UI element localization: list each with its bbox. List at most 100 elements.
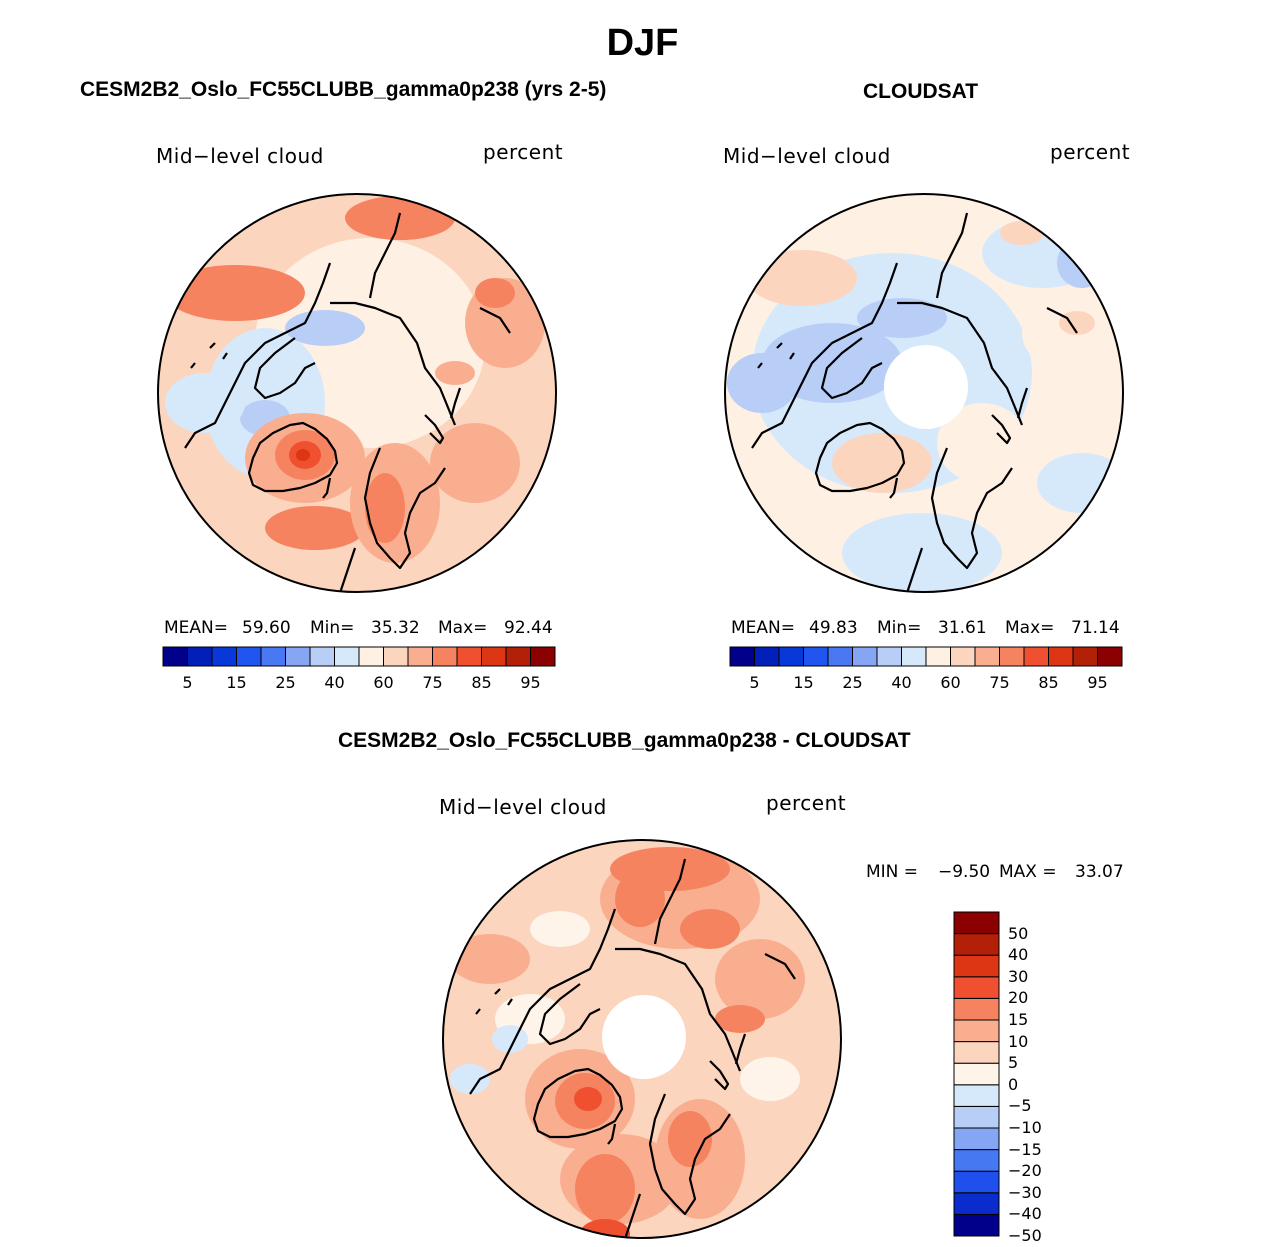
obs-max-value: 71.14 — [1071, 618, 1120, 638]
model-colorbar-box — [260, 646, 286, 667]
obs-colorbar-tick-label: 95 — [1087, 673, 1108, 692]
diff-max-label: MAX = — [999, 862, 1057, 882]
diff-min-label: MIN = — [866, 862, 919, 882]
diff-colorbar-box — [953, 1127, 1000, 1151]
obs-colorbar-box — [852, 646, 878, 667]
diff-colorbar-box — [953, 1192, 1000, 1215]
obs-max-label: Max= — [1005, 618, 1055, 638]
diff-colorbar-box — [953, 1170, 1000, 1194]
model-colorbar-box — [162, 646, 188, 667]
obs-colorbar-box — [1097, 646, 1123, 667]
obs-colorbar-box — [950, 646, 976, 667]
diff-colorbar-tick-label: −15 — [1008, 1139, 1042, 1159]
diff-colorbar-box — [953, 1105, 1000, 1129]
obs-colorbar-box — [729, 646, 755, 667]
obs-units-label: percent — [1050, 140, 1131, 164]
obs-colorbar-tick-label: 40 — [891, 673, 912, 692]
model-colorbar-box — [407, 646, 433, 667]
model-colorbar-box — [383, 646, 409, 667]
obs-colorbar-box — [974, 646, 1000, 667]
model-colorbar-box — [285, 646, 311, 667]
model-colorbar-tick-label: 95 — [520, 673, 541, 692]
obs-panel-title: CLOUDSAT — [863, 80, 979, 103]
diff-colorbar-tick-label: 40 — [1008, 945, 1029, 965]
model-max-value: 92.44 — [504, 618, 553, 638]
model-mean-value: 59.60 — [242, 618, 291, 638]
diff-colorbar-box — [953, 1149, 1000, 1172]
model-colorbar-box — [456, 646, 482, 667]
model-colorbar-tick-label: 85 — [471, 673, 492, 692]
obs-colorbar-box — [1048, 646, 1074, 667]
diff-colorbar-tick-label: −30 — [1008, 1182, 1042, 1202]
model-colorbar-tick-label: 60 — [373, 673, 394, 692]
obs-mean-value: 49.83 — [809, 618, 858, 638]
obs-colorbar-box — [999, 646, 1025, 667]
model-colorbar-box — [236, 646, 262, 667]
obs-colorbar-box — [901, 646, 927, 667]
model-min-label: Min= — [310, 618, 355, 638]
obs-colorbar-box — [778, 646, 804, 667]
diff-colorbar-box — [953, 954, 1000, 978]
obs-colorbar-tick-label: 75 — [989, 673, 1010, 692]
obs-colorbar — [729, 646, 1123, 667]
obs-variable-label: Mid−level cloud — [723, 144, 891, 168]
diff-colorbar-tick-label: 5 — [1008, 1053, 1019, 1073]
model-colorbar-tick-label: 40 — [324, 673, 345, 692]
diff-colorbar — [953, 911, 1000, 1237]
obs-colorbar-tick-label: 60 — [940, 673, 961, 692]
model-colorbar-tick-label: 5 — [182, 673, 193, 692]
obs-mean-label: MEAN= — [731, 618, 795, 638]
obs-polar-map — [724, 193, 1124, 593]
obs-colorbar-box — [1023, 646, 1049, 667]
diff-colorbar-box — [953, 1062, 1000, 1086]
obs-colorbar-box — [925, 646, 951, 667]
diff-colorbar-box — [953, 933, 1000, 956]
obs-colorbar-box — [876, 646, 902, 667]
diff-colorbar-box — [953, 1213, 1000, 1237]
diff-colorbar-box — [953, 997, 1000, 1021]
diff-colorbar-box — [953, 976, 1000, 999]
model-colorbar-box — [309, 646, 335, 667]
diff-variable-label: Mid−level cloud — [439, 795, 607, 819]
obs-colorbar-box — [754, 646, 780, 667]
diff-colorbar-tick-label: 20 — [1008, 988, 1029, 1008]
figure-title: DJF — [606, 22, 679, 64]
model-colorbar-box — [505, 646, 531, 667]
diff-colorbar-tick-label: 0 — [1008, 1074, 1019, 1094]
model-colorbar-ticks: 5 15 25 40 60 75 85 95 — [163, 673, 555, 695]
diff-polar-map — [442, 839, 842, 1239]
obs-colorbar-box — [803, 646, 829, 667]
model-units-label: percent — [483, 140, 564, 164]
obs-colorbar-box — [1072, 646, 1098, 667]
diff-colorbar-tick-label: 10 — [1008, 1031, 1029, 1051]
obs-min-label: Min= — [877, 618, 922, 638]
model-colorbar-tick-label: 25 — [275, 673, 296, 692]
model-colorbar-box — [358, 646, 384, 667]
obs-colorbar-tick-label: 25 — [842, 673, 863, 692]
model-colorbar-box — [211, 646, 237, 667]
obs-colorbar-box — [827, 646, 853, 667]
obs-colorbar-tick-label: 5 — [749, 673, 760, 692]
diff-colorbar-tick-label: −5 — [1008, 1096, 1032, 1116]
model-max-label: Max= — [438, 618, 488, 638]
obs-colorbar-ticks: 5 15 25 40 60 75 85 95 — [730, 673, 1122, 695]
obs-colorbar-tick-label: 15 — [793, 673, 814, 692]
diff-colorbar-tick-label: −50 — [1008, 1226, 1042, 1245]
model-colorbar-box — [187, 646, 213, 667]
model-min-value: 35.32 — [371, 618, 420, 638]
model-colorbar-box — [481, 646, 507, 667]
diff-min-value: −9.50 — [938, 862, 991, 882]
model-colorbar-tick-label: 75 — [422, 673, 443, 692]
diff-colorbar-box — [953, 1041, 1000, 1064]
diff-colorbar-tick-label: −40 — [1008, 1204, 1042, 1224]
diff-colorbar-tick-label: −10 — [1008, 1118, 1042, 1137]
model-polar-map — [157, 193, 557, 593]
obs-min-value: 31.61 — [938, 618, 987, 638]
diff-panel-title: CESM2B2_Oslo_FC55CLUBB_gamma0p238 - CLOU… — [338, 729, 911, 752]
model-colorbar-tick-label: 15 — [226, 673, 247, 692]
diff-colorbar-tick-label: 50 — [1008, 923, 1029, 943]
diff-colorbar-tick-label: −20 — [1008, 1161, 1042, 1181]
model-variable-label: Mid−level cloud — [156, 144, 324, 168]
diff-colorbar-box — [953, 911, 1000, 935]
model-colorbar-box — [530, 646, 556, 667]
